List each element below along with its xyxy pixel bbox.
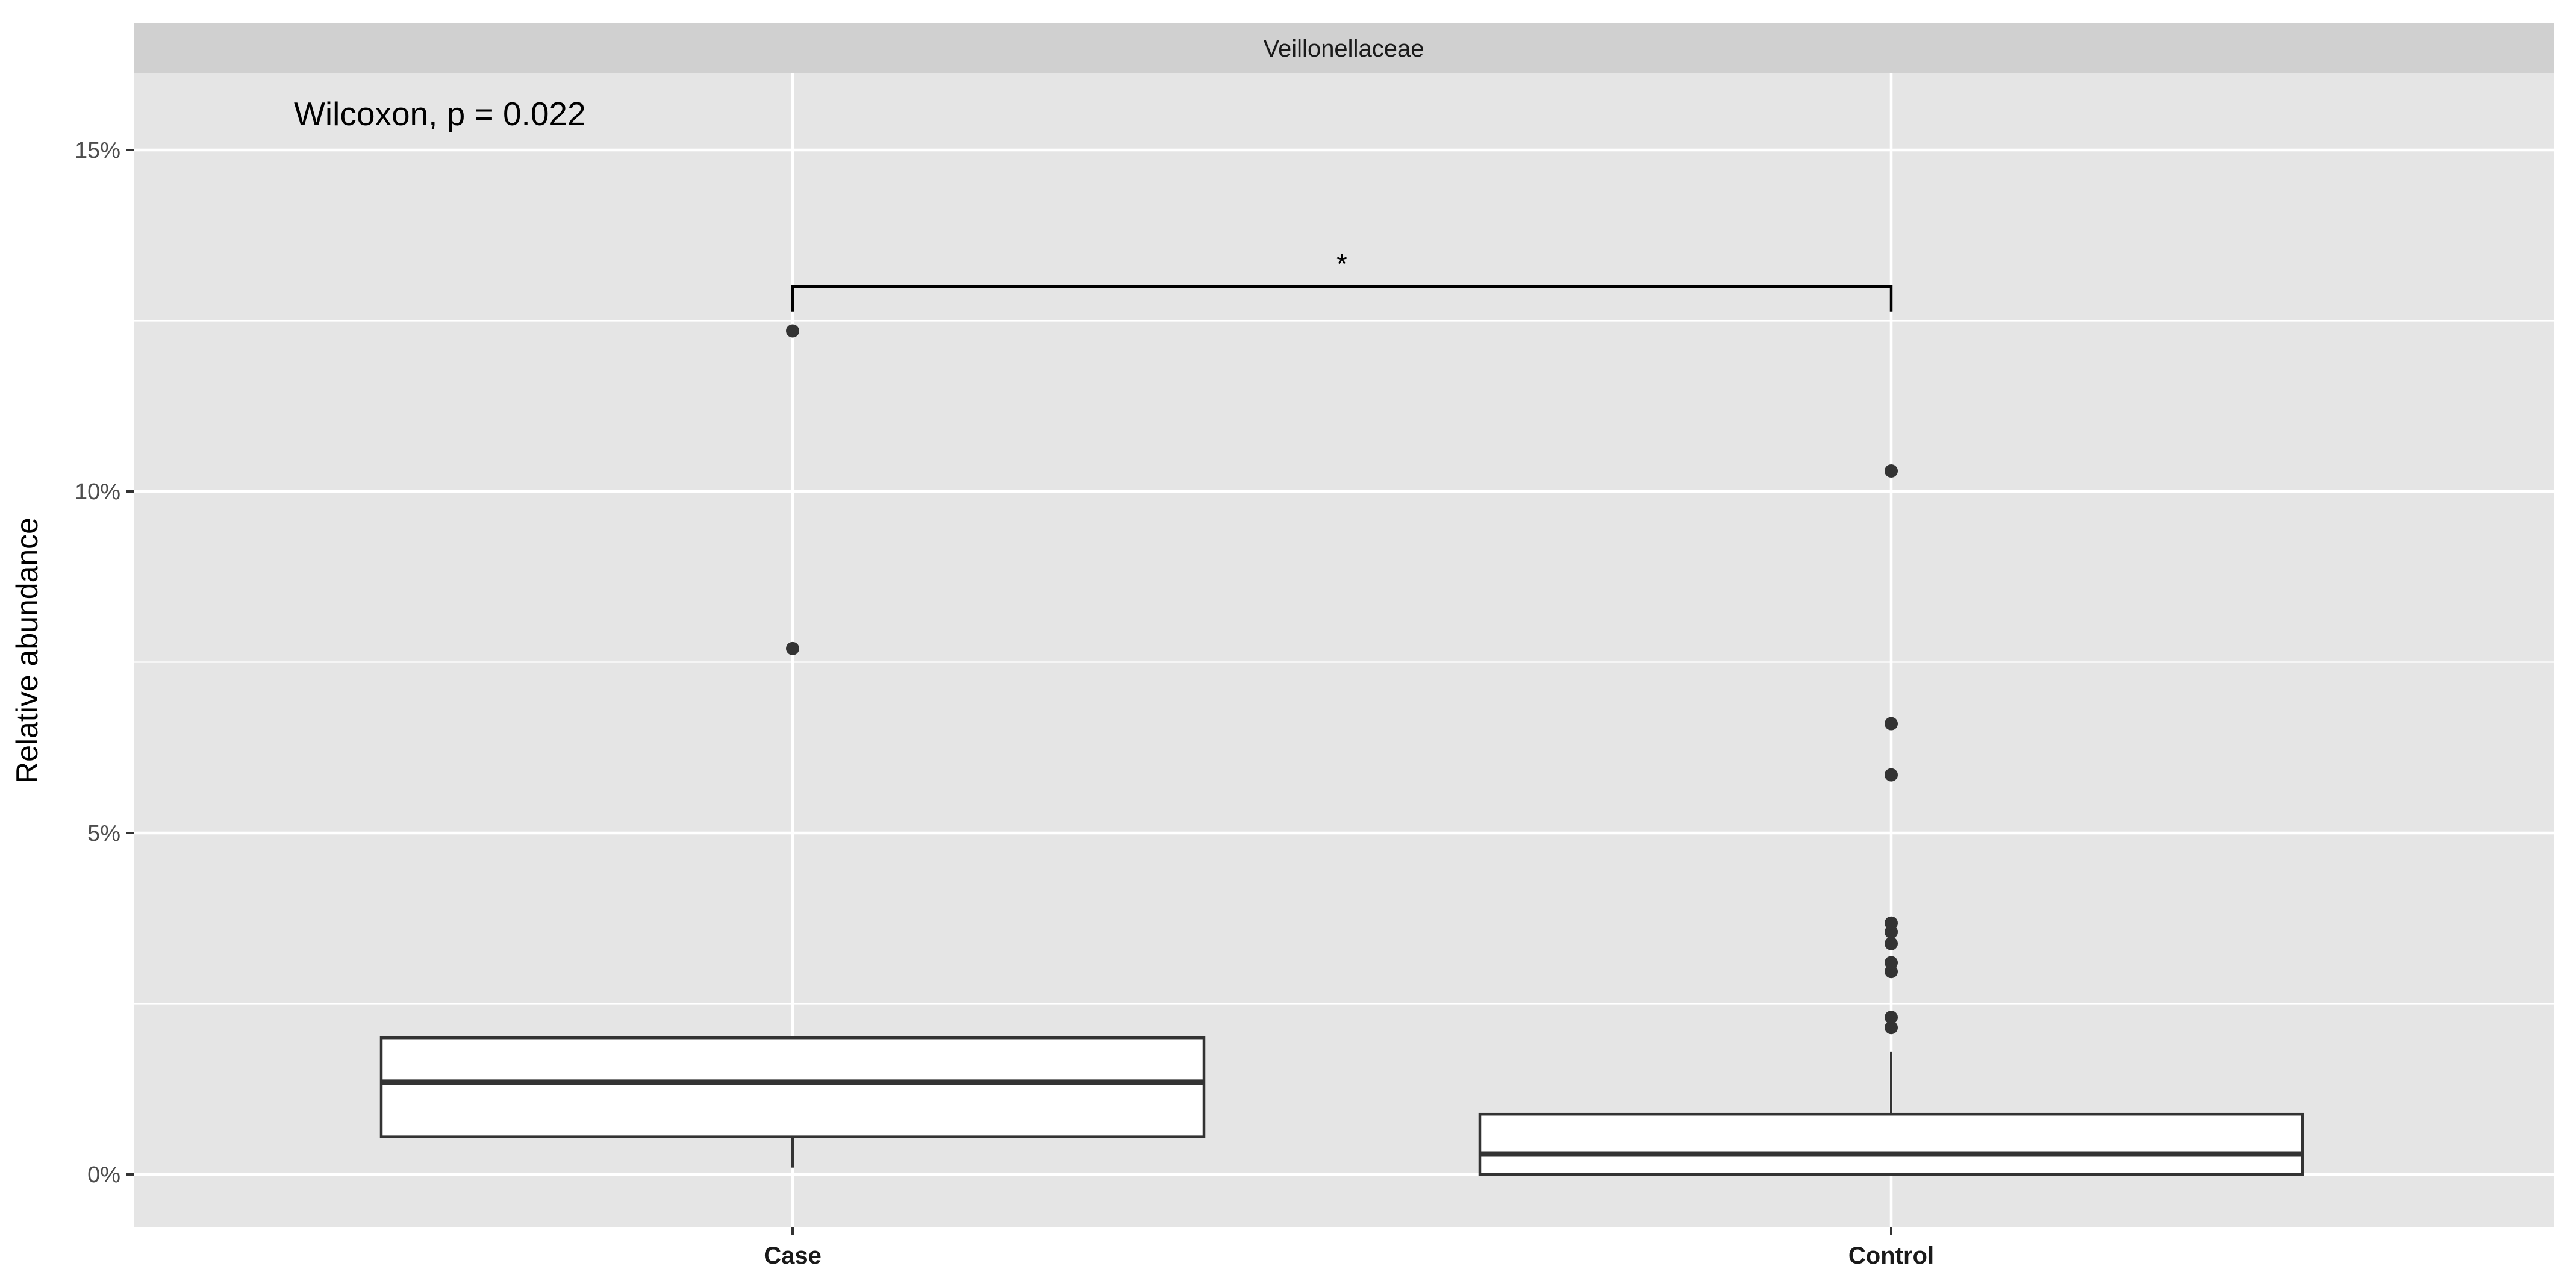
y-axis: 0% 5% 10% 15% <box>75 138 134 1188</box>
boxes <box>379 324 2304 1176</box>
outlier-point <box>1885 1011 1898 1024</box>
box-iqr <box>1478 1112 2304 1176</box>
box-control <box>1478 464 2304 1176</box>
panel-background <box>134 73 2554 1227</box>
plot-panel <box>134 73 2554 1227</box>
outlier-point <box>1885 717 1898 731</box>
box-iqr <box>379 1036 1206 1138</box>
outlier-point <box>786 324 799 338</box>
y-tick-label: 0% <box>87 1162 120 1188</box>
significance-bracket: * <box>791 248 1893 312</box>
y-axis-title: Relative abundance <box>10 517 44 784</box>
facet-strip: Veillonellaceae <box>134 23 2554 73</box>
x-tick-label: Control <box>1848 1242 1934 1269</box>
outlier-point <box>786 641 799 655</box>
outlier-point <box>1885 768 1898 782</box>
significance-label: * <box>1336 248 1347 279</box>
facet-strip-label: Veillonellaceae <box>1264 36 1424 62</box>
y-tick-label: 5% <box>87 821 120 846</box>
x-axis: Case Control <box>764 1227 1934 1269</box>
outlier-point <box>1885 916 1898 930</box>
y-tick-label: 15% <box>75 138 120 163</box>
test-annotation: Wilcoxon, p = 0.022 <box>294 95 586 132</box>
x-tick-label: Case <box>764 1242 822 1269</box>
bracket-line <box>791 285 1893 312</box>
outlier-point <box>1885 956 1898 970</box>
box-case <box>379 324 1206 1168</box>
y-tick-label: 10% <box>75 479 120 505</box>
outlier-point <box>1885 464 1898 478</box>
outlier-point <box>1885 1021 1898 1035</box>
facet-strip-background <box>134 23 2554 73</box>
outlier-point <box>1885 937 1898 950</box>
